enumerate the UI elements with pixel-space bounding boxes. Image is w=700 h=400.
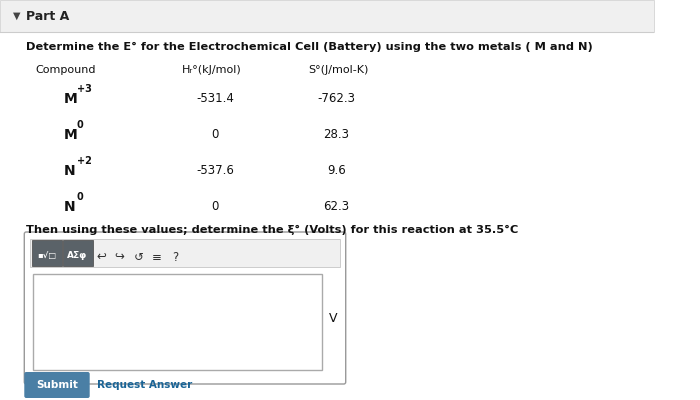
Text: ▼: ▼: [13, 11, 20, 21]
Bar: [30, 239, 340, 267]
Text: Request Answer: Request Answer: [97, 380, 192, 390]
Text: ≡: ≡: [152, 251, 162, 264]
FancyBboxPatch shape: [25, 232, 346, 384]
Text: N: N: [64, 200, 75, 214]
Text: 9.6: 9.6: [327, 164, 346, 177]
Text: Submit: Submit: [36, 380, 78, 390]
Text: -762.3: -762.3: [317, 92, 356, 105]
FancyBboxPatch shape: [25, 372, 90, 398]
Text: Part A: Part A: [26, 10, 69, 22]
Text: -537.6: -537.6: [196, 164, 234, 177]
Text: 0: 0: [211, 200, 218, 213]
Text: 0: 0: [76, 192, 83, 202]
Text: Then using these values; determine the ξ° (Volts) for this reaction at 35.5°C: Then using these values; determine the ξ…: [26, 225, 519, 235]
Text: ▪√□: ▪√□: [37, 251, 56, 260]
Text: 62.3: 62.3: [323, 200, 349, 213]
Text: Compound: Compound: [36, 65, 96, 75]
Text: ΑΣφ: ΑΣφ: [67, 251, 88, 260]
Text: ↩: ↩: [96, 251, 106, 264]
Text: Determine the E° for the Electrochemical Cell (Battery) using the two metals ( M: Determine the E° for the Electrochemical…: [26, 42, 593, 52]
Text: 0: 0: [76, 120, 83, 130]
Text: +2: +2: [76, 156, 92, 166]
FancyBboxPatch shape: [32, 240, 62, 266]
FancyBboxPatch shape: [62, 240, 92, 266]
Text: M: M: [64, 128, 77, 142]
Text: Hᵣ°(kJ/mol): Hᵣ°(kJ/mol): [182, 65, 242, 75]
Text: +3: +3: [76, 84, 92, 94]
Text: M: M: [64, 92, 77, 106]
Text: S°(J/mol-K): S°(J/mol-K): [308, 65, 369, 75]
Text: ↺: ↺: [133, 251, 144, 264]
Text: 28.3: 28.3: [323, 128, 349, 141]
Text: -531.4: -531.4: [196, 92, 234, 105]
Bar: [0, 0, 654, 32]
Text: ?: ?: [172, 251, 178, 264]
Text: N: N: [64, 164, 75, 178]
Text: V: V: [329, 312, 337, 324]
Text: ↪: ↪: [115, 251, 125, 264]
Text: 0: 0: [211, 128, 218, 141]
Bar: [33, 274, 323, 370]
